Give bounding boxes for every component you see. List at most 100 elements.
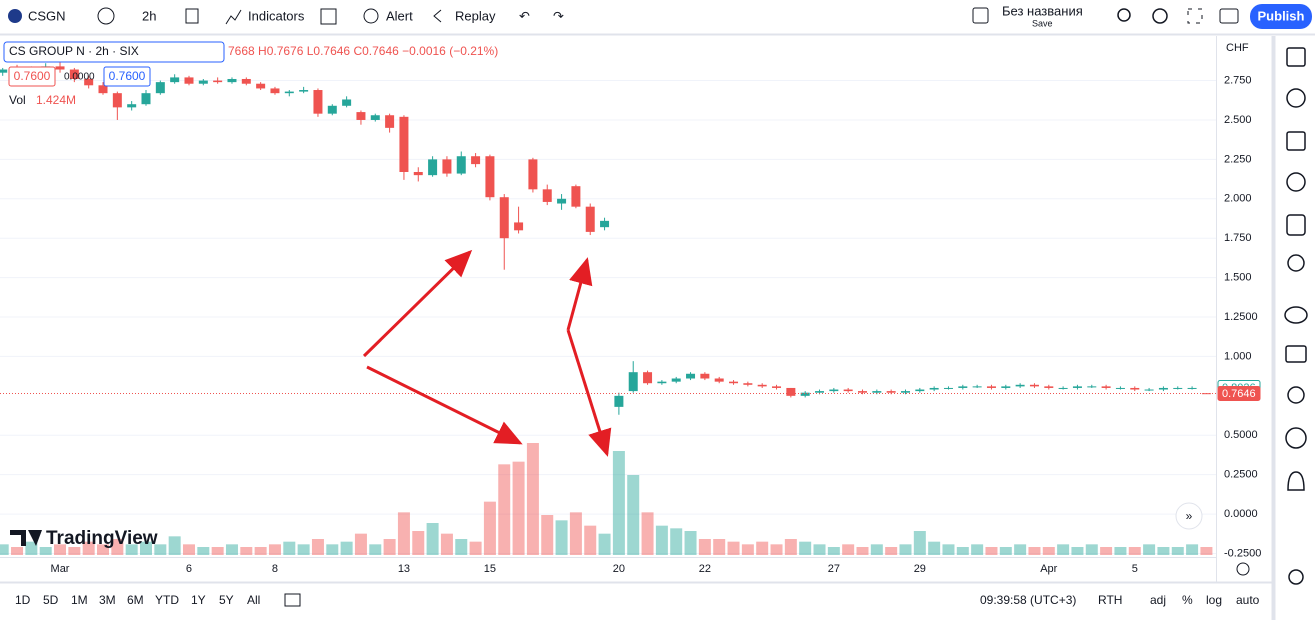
templates-icon[interactable] <box>320 8 337 25</box>
range-button[interactable]: 5Y <box>219 593 234 607</box>
range-button[interactable]: All <box>247 593 260 607</box>
alerts-icon[interactable] <box>1286 88 1306 108</box>
scroll-icon[interactable]: » <box>1186 509 1193 523</box>
interval[interactable]: 2h <box>142 8 156 23</box>
volume-bar <box>1114 547 1127 555</box>
volume-bar <box>612 451 625 555</box>
ask[interactable]: 0.7600 <box>109 69 146 83</box>
replay[interactable]: Replay <box>455 8 496 23</box>
volume-bar <box>1100 547 1113 555</box>
search-icon[interactable] <box>1117 8 1131 22</box>
volume-bar <box>928 541 941 555</box>
streams-icon[interactable] <box>1285 427 1307 449</box>
volume-bar <box>283 541 296 555</box>
candle-body <box>514 222 524 231</box>
candle-body <box>213 80 223 83</box>
candle-body <box>900 391 910 393</box>
indicators[interactable]: Indicators <box>248 8 305 23</box>
chat-icon[interactable] <box>1284 306 1308 324</box>
volume-bar <box>268 544 281 555</box>
replay-icon[interactable] <box>433 9 442 23</box>
range-button[interactable]: 1M <box>71 593 88 607</box>
volume-bar <box>727 541 740 555</box>
candle-body <box>1173 387 1183 389</box>
volume-bar <box>455 539 468 555</box>
currency[interactable]: CHF <box>1226 42 1249 54</box>
add-symbol[interactable] <box>97 7 115 25</box>
symbol[interactable]: CSGN <box>28 8 66 23</box>
legend-ohlc: 7668 H0.7676 L0.7646 C0.7646 −0.0016 (−0… <box>228 44 498 58</box>
candle-body <box>772 386 782 388</box>
volume-bar <box>684 531 697 555</box>
layout-name[interactable]: Без названия <box>1002 3 1083 18</box>
auto[interactable]: auto <box>1236 593 1260 607</box>
candle-body <box>815 391 825 393</box>
range-button[interactable]: YTD <box>155 593 179 607</box>
redo[interactable]: ↷ <box>553 8 564 23</box>
candle-body <box>528 159 538 190</box>
undo[interactable]: ↶ <box>519 8 530 23</box>
watchlist-icon[interactable] <box>1286 47 1306 67</box>
volume-bar <box>1171 547 1184 555</box>
fullscreen-icon[interactable] <box>1187 8 1203 24</box>
volume-bar <box>354 533 367 555</box>
volume-bar <box>0 544 9 555</box>
publish-button[interactable] <box>1250 4 1312 29</box>
alert-icon[interactable] <box>363 8 379 24</box>
y-tick-label: 2.000 <box>1224 193 1252 205</box>
notifications-icon[interactable] <box>1287 471 1305 491</box>
candle-body <box>542 189 552 202</box>
indicators-icon[interactable] <box>225 9 242 25</box>
alert[interactable]: Alert <box>386 8 413 23</box>
layout-checkbox[interactable] <box>972 7 989 24</box>
x-tick-label: 13 <box>398 563 410 575</box>
screenshot-icon[interactable] <box>1219 8 1239 24</box>
y-tick-label: 0.2500 <box>1224 469 1258 481</box>
ask-box[interactable] <box>103 66 151 87</box>
messages-icon[interactable] <box>1285 345 1307 363</box>
candle-body <box>1044 386 1054 388</box>
ideas-icon[interactable] <box>1287 254 1305 272</box>
volume-bar <box>942 544 955 555</box>
candle-body <box>643 372 653 384</box>
volume-bar <box>254 547 267 555</box>
date-range-icon[interactable] <box>284 593 301 607</box>
volume-bar <box>1071 547 1084 555</box>
adj[interactable]: adj <box>1150 593 1166 607</box>
legend-title[interactable]: CS GROUP N · 2h · SIX <box>9 44 139 58</box>
save[interactable]: Save <box>1032 18 1053 28</box>
candle-body <box>141 93 151 105</box>
range-button[interactable]: 3M <box>99 593 116 607</box>
range-button[interactable]: 1Y <box>191 593 206 607</box>
range-button[interactable]: 6M <box>127 593 144 607</box>
legend-box[interactable] <box>3 41 225 63</box>
bid[interactable]: 0.7600 <box>14 69 51 83</box>
hotlist-icon[interactable] <box>1286 172 1306 192</box>
chart-type-icon[interactable] <box>185 8 199 24</box>
volume-bar <box>598 533 611 555</box>
help-icon[interactable] <box>1288 569 1304 585</box>
candle-body <box>69 69 79 79</box>
candle-body <box>972 386 982 388</box>
volume-bar <box>483 501 496 555</box>
candle-body <box>614 395 624 407</box>
datawindow-icon[interactable] <box>1286 131 1306 151</box>
calendar-icon[interactable] <box>1286 214 1306 236</box>
bid-box[interactable] <box>8 66 56 87</box>
volume-bar <box>39 547 52 555</box>
session[interactable]: RTH <box>1098 593 1122 607</box>
log[interactable]: log <box>1206 593 1222 607</box>
volume-bar <box>1042 547 1055 555</box>
range-button[interactable]: 1D <box>15 593 31 607</box>
publish[interactable]: Publish <box>1258 8 1305 23</box>
range-button[interactable]: 5D <box>43 593 59 607</box>
axis-settings[interactable] <box>1236 562 1250 576</box>
settings-icon[interactable] <box>1152 8 1168 24</box>
sidebar-icons <box>1284 47 1308 585</box>
percent[interactable]: % <box>1182 593 1193 607</box>
volume-bar <box>297 544 310 555</box>
candle-body <box>1187 387 1197 389</box>
candle-body <box>1158 387 1168 390</box>
scroll-button[interactable] <box>1175 502 1203 530</box>
tips-icon[interactable] <box>1287 386 1305 404</box>
